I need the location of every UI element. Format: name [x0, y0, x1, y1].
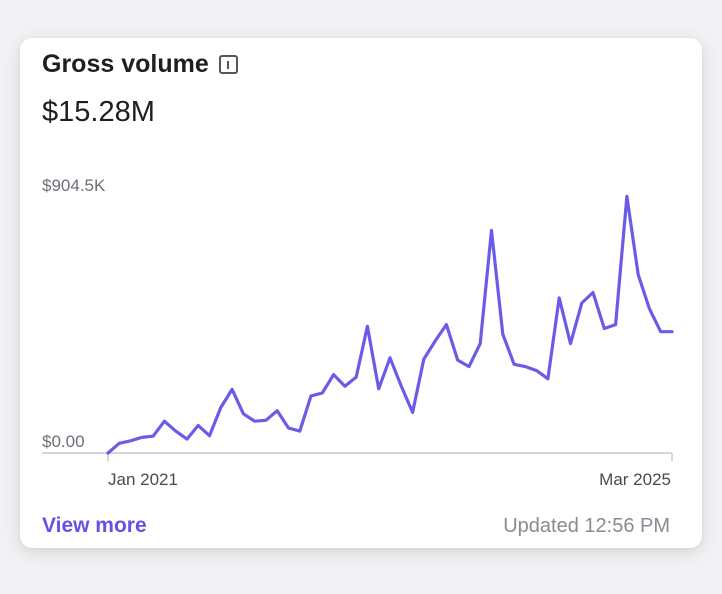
- line-chart: $904.5K $0.00 Jan 2021 Mar 2025: [42, 176, 674, 489]
- gross-volume-series-line: [106, 194, 674, 455]
- x-tick-label-end: Mar 2025: [599, 470, 671, 489]
- card-title: Gross volume: [42, 50, 209, 78]
- y-tick-label-zero: $0.00: [42, 432, 85, 451]
- total-value: $15.28M: [42, 96, 155, 128]
- gross-volume-card: Gross volume $15.28M $904.5K $0.00 Jan 2…: [20, 38, 702, 548]
- y-tick-label-max: $904.5K: [42, 176, 106, 195]
- view-more-link[interactable]: View more: [42, 514, 147, 537]
- info-icon[interactable]: [218, 55, 238, 74]
- updated-timestamp: Updated 12:56 PM: [503, 515, 670, 537]
- card-header: Gross volume: [42, 50, 238, 79]
- x-tick-label-start: Jan 2021: [108, 470, 178, 489]
